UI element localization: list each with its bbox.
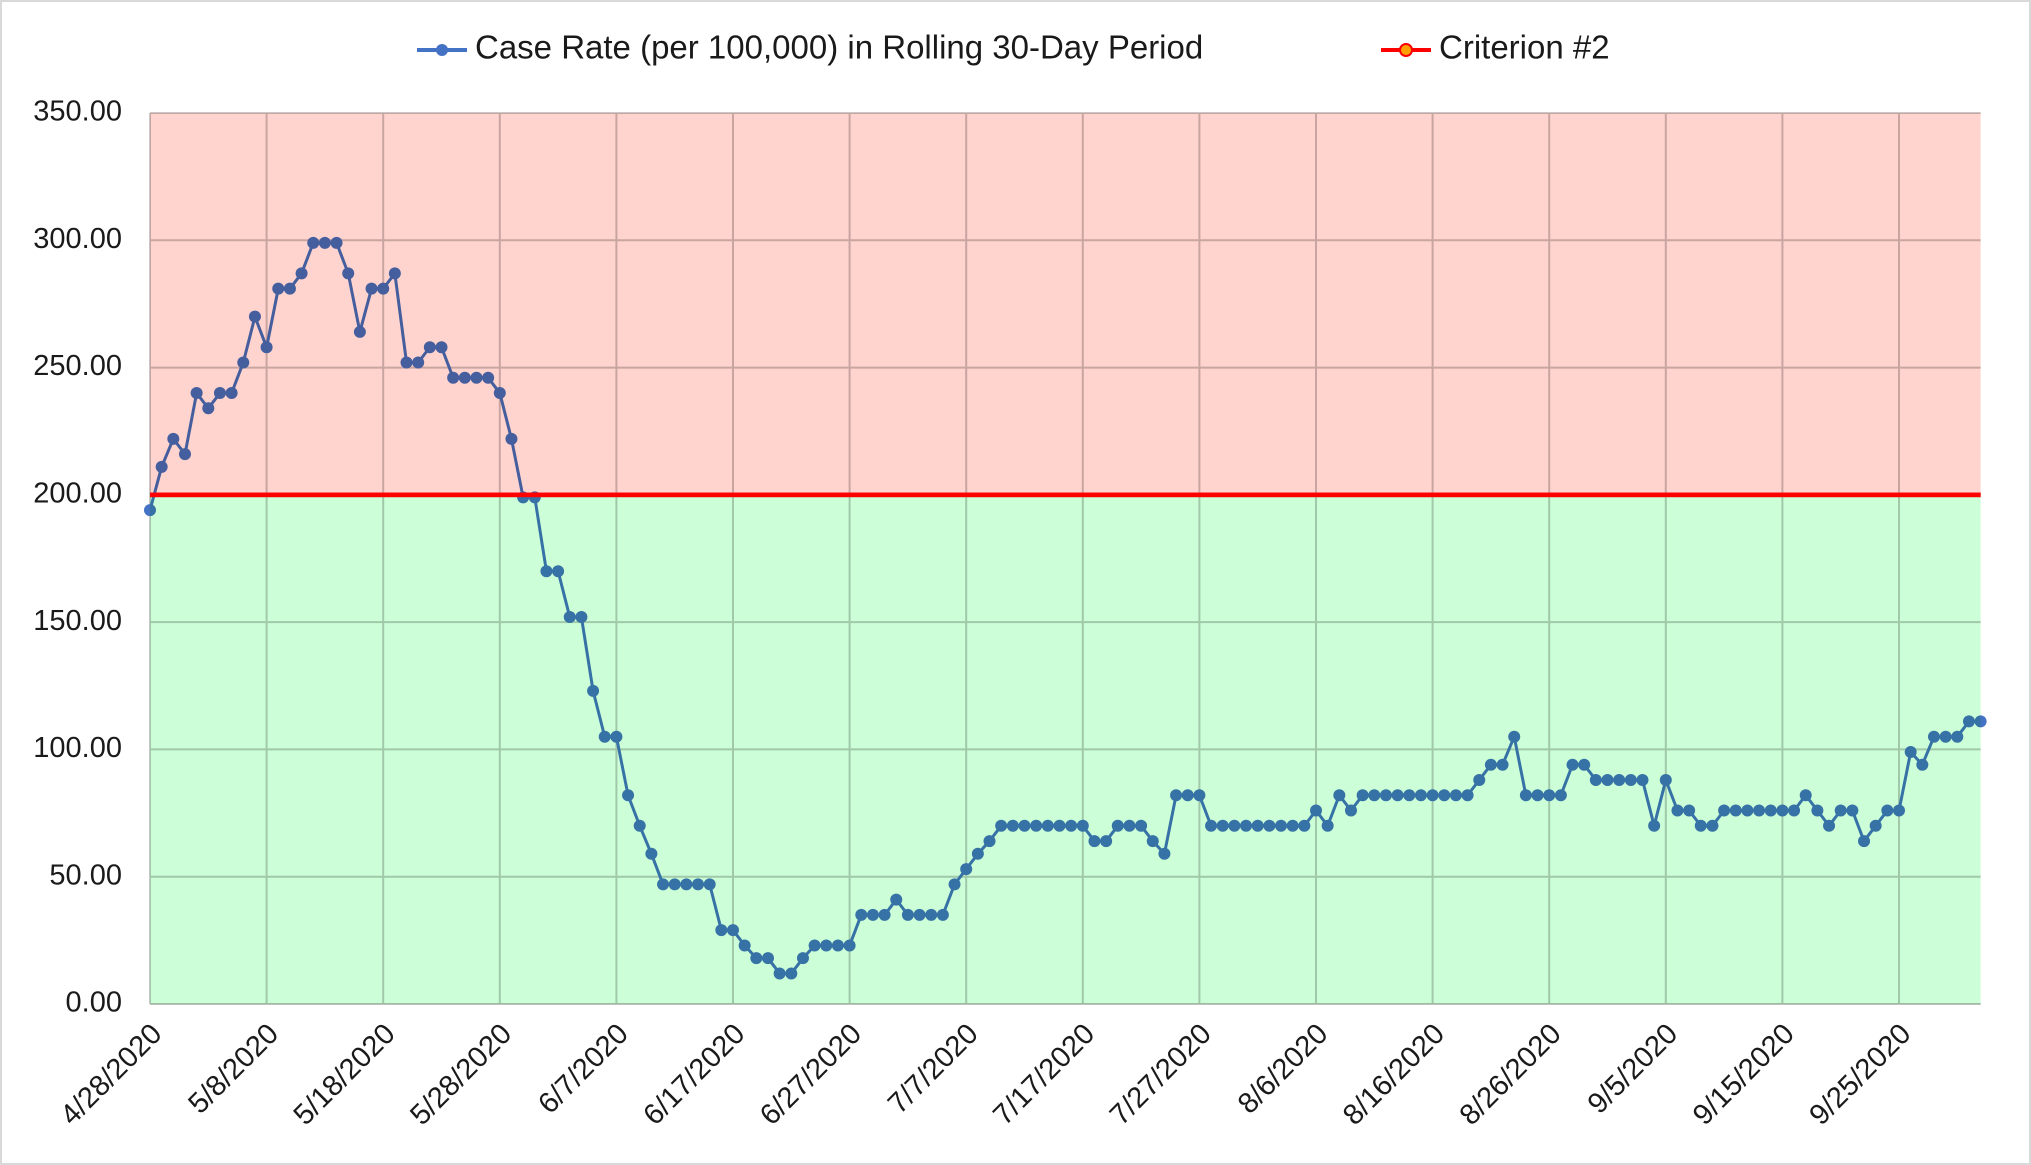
legend-marker <box>436 44 448 56</box>
y-tick-label: 150.00 <box>33 605 122 637</box>
y-tick-label: 50.00 <box>49 859 122 891</box>
legend-marker <box>1399 43 1413 57</box>
band <box>150 494 1981 1004</box>
y-tick-label: 350.00 <box>33 96 122 128</box>
legend-label: Case Rate (per 100,000) in Rolling 30-Da… <box>475 29 1203 66</box>
band <box>150 113 1981 495</box>
y-tick-label: 0.00 <box>66 987 122 1019</box>
y-tick-label: 250.00 <box>33 350 122 382</box>
legend-label: Criterion #2 <box>1439 29 1610 66</box>
y-tick-label: 100.00 <box>33 732 122 764</box>
y-tick-label: 200.00 <box>33 478 122 510</box>
y-tick-label: 300.00 <box>33 223 122 255</box>
